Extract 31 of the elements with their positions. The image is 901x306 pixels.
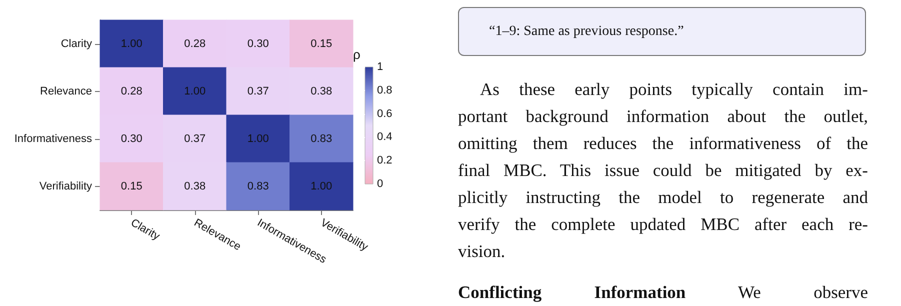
- text: “1–9: Same as previous response.”: [458, 7, 866, 56]
- y-tick-label: Relevance: [40, 85, 92, 98]
- data-label: 1.00: [310, 180, 332, 192]
- data-label: 1.00: [120, 38, 142, 50]
- data-label: 0.28: [184, 38, 206, 50]
- data-label: 0.38: [310, 85, 332, 98]
- data-label: 0.28: [120, 85, 142, 98]
- data-label: 0.38: [184, 180, 206, 192]
- data-label: 1.00: [247, 132, 269, 145]
- data-label: 0.15: [120, 180, 142, 192]
- data-label: 0.30: [247, 38, 269, 50]
- color-bar-label: 1: [377, 61, 384, 73]
- text: As these early points typically contain im- portant background information about the outlet, omitting them reduces the informativeness of the final MBC. This issue could be mitigated by ex- plicitly instructing the model to regenerate and verify the complete updated MBC after each re- vision.: [458, 78, 868, 263]
- data-label: 0.37: [184, 132, 206, 145]
- data-label: 1.00: [184, 85, 206, 98]
- data-label: 0.83: [310, 132, 332, 145]
- y-tick-label: Clarity: [60, 38, 92, 50]
- color-bar-label: 0.4: [377, 131, 392, 144]
- data-label: 0.83: [247, 180, 269, 192]
- y-tick-label: Verifiability: [39, 180, 92, 192]
- color-bar-label: 0.2: [377, 154, 392, 167]
- color-bar-label: 0: [377, 178, 384, 190]
- color-bar-label: 0.6: [377, 108, 392, 120]
- data-label: 0.30: [120, 132, 142, 145]
- color-bar-label: 0.8: [377, 84, 392, 96]
- data-label: 0.37: [247, 85, 269, 98]
- data-label: 0.15: [310, 38, 332, 50]
- y-tick-label: Informativeness: [14, 132, 92, 145]
- text: We observe: [738, 282, 868, 302]
- color-bar-title: ρ: [353, 47, 360, 62]
- text: Conflicting Information: [458, 282, 686, 302]
